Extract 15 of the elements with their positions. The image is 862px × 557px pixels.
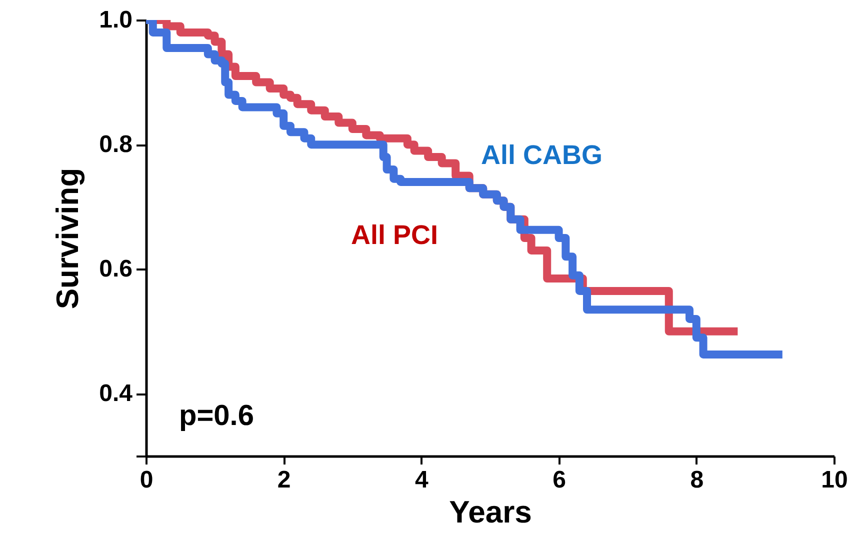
annotation: p=0.6 [179,400,254,432]
x-tick-label: 8 [690,466,704,494]
y-tick-label: 0.8 [99,131,132,158]
series-label: All PCI [351,220,438,250]
x-tick-label: 10 [821,466,848,494]
y-tick-label: 1.0 [99,6,132,34]
x-tick-label: 2 [277,466,291,494]
y-tick-label: 0.6 [99,256,132,283]
x-tick-label: 4 [415,466,430,494]
y-axis-title: Surviving [50,168,86,310]
x-tick-label: 0 [140,466,154,494]
x-axis-title: Years [449,494,532,530]
x-tick-label: 6 [552,466,566,494]
y-tick-label: 0.4 [99,380,134,408]
series-label: All CABG [481,140,602,170]
